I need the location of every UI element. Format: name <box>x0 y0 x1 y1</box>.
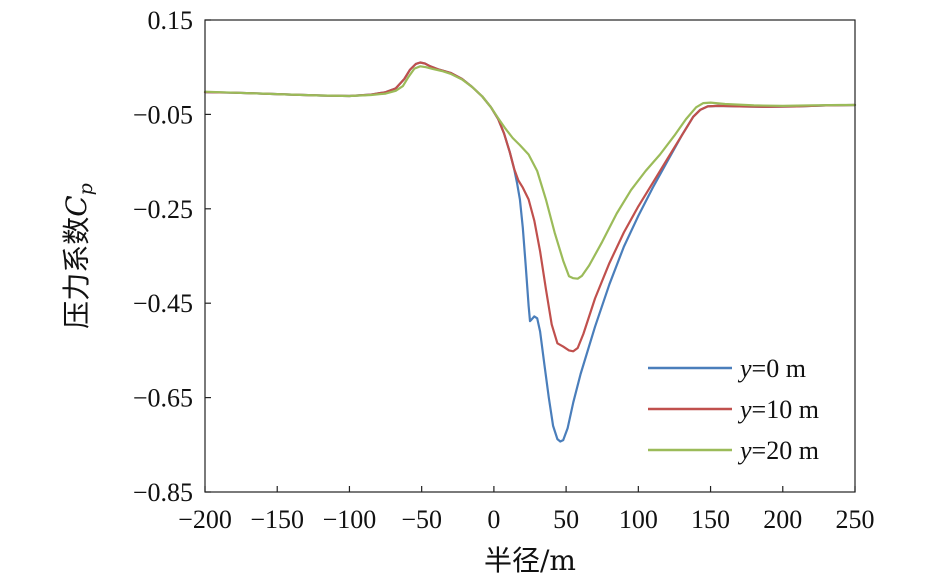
legend-label-rest: =20 m <box>752 436 819 465</box>
x-tick-label: −200 <box>178 505 232 534</box>
x-tick-label: 50 <box>553 505 579 534</box>
x-tick-label: −150 <box>250 505 304 534</box>
x-tick-label: 100 <box>619 505 658 534</box>
y-axis-title-subscript: p <box>75 183 97 195</box>
y-axis-title: 压力系数Cp <box>60 183 97 329</box>
legend-label: y=20 m <box>737 436 819 465</box>
legend-item: y=20 m <box>648 436 819 465</box>
x-axis-title: 半径/m <box>484 544 576 577</box>
series-line-3 <box>203 65 857 280</box>
series-lines <box>203 61 857 443</box>
x-tick-label: 150 <box>691 505 730 534</box>
x-tick-label: −50 <box>401 505 442 534</box>
y-axis-title-text: 压力系数 <box>60 217 93 329</box>
plot-area-frame <box>204 19 856 493</box>
y-tick-label: −0.85 <box>133 478 193 507</box>
y-axis-title-symbol: C <box>60 195 93 216</box>
y-tick-label: 0.15 <box>148 6 194 35</box>
y-tick-label: −0.05 <box>133 100 193 129</box>
legend-label-var: y <box>737 354 752 383</box>
legend-item: y=0 m <box>648 354 806 383</box>
y-axis-tick-labels: 0.15 −0.05 −0.25 −0.45 −0.65 −0.85 <box>133 6 193 507</box>
legend-label-rest: =10 m <box>752 395 819 424</box>
y-tick-label: −0.45 <box>133 289 193 318</box>
x-tick-label: 200 <box>763 505 802 534</box>
y-tick-label: −0.25 <box>133 195 193 224</box>
axis-ticks <box>204 19 856 493</box>
x-axis-tick-labels: −200 −150 −100 −50 0 50 100 150 200 250 <box>178 505 874 534</box>
legend-item: y=10 m <box>648 395 819 424</box>
legend-label-var: y <box>737 436 752 465</box>
legend-label: y=0 m <box>737 354 806 383</box>
x-tick-label: −100 <box>323 505 377 534</box>
legend-label: y=10 m <box>737 395 819 424</box>
series-line-1 <box>203 61 857 443</box>
legend-label-var: y <box>737 395 752 424</box>
x-tick-label: 250 <box>836 505 875 534</box>
x-tick-label: 0 <box>487 505 500 534</box>
series-line-2 <box>203 61 857 353</box>
y-tick-label: −0.65 <box>133 384 193 413</box>
legend-label-rest: =0 m <box>752 354 806 383</box>
legend: y=0 my=10 my=20 m <box>648 354 819 465</box>
